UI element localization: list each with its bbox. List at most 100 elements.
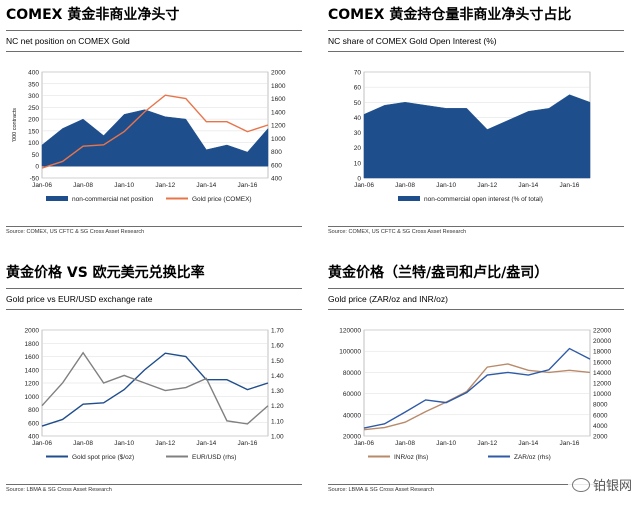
y-right-tick-label: 12000 — [593, 381, 611, 388]
watermark-text: 铂银网 — [592, 478, 632, 493]
x-tick-label: Jan-16 — [560, 182, 580, 189]
legend-label: non-commercial net position — [72, 196, 154, 203]
y-right-tick-label: 1600 — [271, 96, 286, 103]
panel-title: 黄金价格 VS 欧元美元兑换比率 — [6, 265, 205, 281]
y-left-tick-label: 20000 — [343, 434, 361, 441]
x-tick-label: Jan-08 — [73, 182, 93, 189]
y-left-tick-label: 0 — [35, 164, 39, 171]
chart-header: NC share of COMEX Gold Open Interest (%) — [328, 30, 624, 52]
watermark: 铂银网 — [567, 474, 636, 495]
x-tick-label: Jan-12 — [477, 182, 497, 189]
x-tick-label: Jan-06 — [354, 440, 374, 447]
panel-nc-net-position: COMEX 黄金非商业净头寸 NC net position on COMEX … — [0, 0, 310, 245]
y-right-tick-label: 18000 — [593, 349, 611, 356]
y-left-tick-label: 70 — [354, 70, 362, 77]
y-left-tick-label: 60 — [354, 85, 362, 92]
x-tick-label: Jan-08 — [395, 440, 415, 447]
y-right-tick-label: 1200 — [271, 123, 286, 130]
y-right-tick-label: 800 — [271, 149, 282, 156]
series-line — [363, 347, 591, 429]
wechat-icon — [571, 478, 590, 492]
panel-gold-vs-eurusd: 黄金价格 VS 欧元美元兑换比率 Gold price vs EUR/USD e… — [0, 258, 310, 503]
y-left-tick-label: 350 — [28, 81, 39, 88]
x-tick-label: Jan-10 — [436, 440, 456, 447]
series-line — [41, 351, 269, 425]
series-line — [41, 352, 269, 427]
y-left-tick-label: 1600 — [25, 354, 40, 361]
y-right-tick-label: 20000 — [593, 338, 611, 345]
x-tick-label: Jan-12 — [155, 182, 175, 189]
chart-header: Gold price vs EUR/USD exchange rate — [6, 288, 302, 310]
x-tick-label: Jan-14 — [196, 182, 216, 189]
y-left-tick-label: 300 — [28, 93, 39, 100]
x-tick-label: Jan-08 — [395, 182, 415, 189]
y-left-tick-label: 100 — [28, 140, 39, 147]
y-left-tick-label: 120000 — [339, 328, 361, 335]
legend-swatch — [46, 196, 68, 201]
legend-label: ZAR/oz (rhs) — [514, 454, 551, 461]
panel-nc-share-open-interest: COMEX 黄金持仓量非商业净头寸占比 NC share of COMEX Go… — [322, 0, 632, 245]
chart-gold-zar-inr: 20000 40000 60000 80000 100000 120000 2000 4000… — [339, 328, 611, 462]
y-left-tick-label: 40000 — [343, 412, 361, 419]
legend-swatch — [398, 196, 420, 201]
y-left-tick-label: 200 — [28, 117, 39, 124]
x-tick-label: Jan-10 — [436, 182, 456, 189]
y-left-tick-label: 1400 — [25, 367, 40, 374]
series-line — [363, 363, 591, 431]
y-right-tick-label: 1.60 — [271, 343, 284, 350]
y-right-tick-label: 16000 — [593, 359, 611, 366]
series-area — [41, 109, 269, 167]
panel-title: 黄金价格（兰特/盎司和卢比/盎司） — [328, 265, 549, 281]
x-tick-label: Jan-10 — [114, 182, 134, 189]
series-area — [363, 94, 591, 179]
x-tick-label: Jan-06 — [32, 440, 52, 447]
panel-gold-zar-inr: 黄金价格（兰特/盎司和卢比/盎司） Gold price (ZAR/oz and… — [322, 258, 632, 503]
x-tick-label: Jan-06 — [32, 182, 52, 189]
y-left-tick-label: -50 — [30, 176, 40, 183]
y-right-tick-label: 1.00 — [271, 434, 284, 441]
source-note: Source: COMEX, US CFTC & SG Cross Asset … — [328, 226, 624, 235]
y-left-tick-label: 80000 — [343, 370, 361, 377]
y-right-tick-label: 1.40 — [271, 373, 284, 380]
chart-header: NC net position on COMEX Gold — [6, 30, 302, 52]
x-tick-label: Jan-16 — [238, 440, 258, 447]
source-note: Source: COMEX, US CFTC & SG Cross Asset … — [6, 226, 302, 235]
chart-header: Gold price (ZAR/oz and INR/oz) — [328, 288, 624, 310]
y-left-tick-label: 400 — [28, 434, 39, 441]
x-tick-label: Jan-14 — [196, 440, 216, 447]
y-left-tick-label: 1800 — [25, 341, 40, 348]
x-tick-label: Jan-16 — [238, 182, 258, 189]
y-right-tick-label: 1.20 — [271, 403, 284, 410]
series-line — [41, 94, 269, 169]
y-left-tick-label: 150 — [28, 128, 39, 135]
x-tick-label: Jan-14 — [518, 440, 538, 447]
y-left-tick-label: 800 — [28, 407, 39, 414]
x-tick-label: Jan-06 — [354, 182, 374, 189]
y-left-tick-label: 30 — [354, 130, 362, 137]
y-left-tick-label: 100000 — [339, 349, 361, 356]
legend-label: Gold spot price ($/oz) — [72, 454, 134, 461]
y-right-tick-label: 22000 — [593, 328, 611, 335]
y-left-tick-label: 50 — [32, 152, 40, 159]
x-tick-label: Jan-16 — [560, 440, 580, 447]
y-right-tick-label: 6000 — [593, 412, 608, 419]
chart-nc-net-position: -50 0 50 100 150 200 250 300 350 400 400 600 800 1000… — [12, 70, 286, 204]
legend-label: non-commercial open interest (% of total… — [424, 196, 543, 203]
y-left-tick-label: 400 — [28, 70, 39, 77]
legend-label: EUR/USD (rhs) — [192, 454, 236, 461]
legend-label: Gold price (COMEX) — [192, 196, 252, 203]
y-right-tick-label: 600 — [271, 162, 282, 169]
y-left-tick-label: 60000 — [343, 391, 361, 398]
source-note: Source: LBMA & SG Cross Asset Research — [328, 484, 624, 493]
y-left-tick-label: 1200 — [25, 381, 40, 388]
y-right-tick-label: 8000 — [593, 402, 608, 409]
y-right-tick-label: 2000 — [593, 434, 608, 441]
x-tick-label: Jan-12 — [155, 440, 175, 447]
y-right-tick-label: 1400 — [271, 109, 286, 116]
chart-gold-eurusd: 400 600 800 1000 1200 1400 1600 1800 2000 1.00 1.1… — [25, 328, 285, 462]
y-right-tick-label: 4000 — [593, 423, 608, 430]
y-right-tick-label: 1.50 — [271, 358, 284, 365]
y-left-tick-label: 40 — [354, 115, 362, 122]
y-axis-label: '000 contracts — [12, 108, 18, 142]
y-right-tick-label: 1.30 — [271, 388, 284, 395]
